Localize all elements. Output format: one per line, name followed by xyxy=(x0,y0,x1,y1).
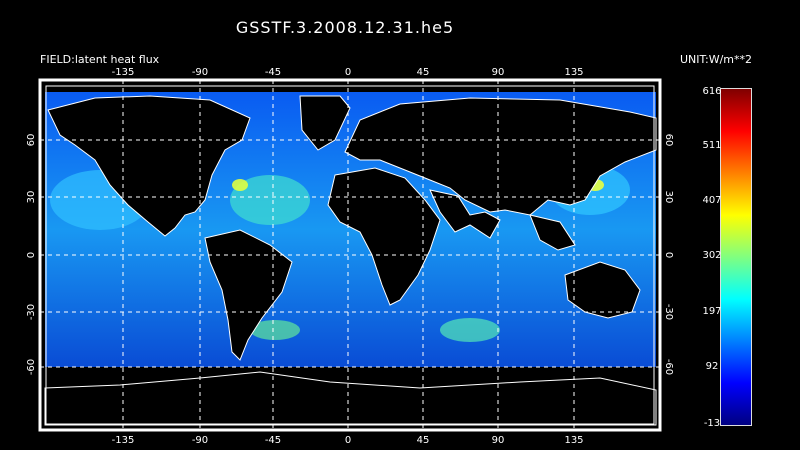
unit-label: UNIT:W/m**2 xyxy=(679,53,752,66)
south-america xyxy=(204,229,293,361)
map-inner-border xyxy=(45,85,655,425)
lon-ticks-top: -135 -90 -45 0 45 90 135 xyxy=(112,67,584,78)
lon-tick-bottom: 90 xyxy=(492,435,505,446)
lon-tick-bottom: -135 xyxy=(112,435,135,446)
lon-tick-bottom: -45 xyxy=(265,435,281,446)
warm-patch-south-atlantic xyxy=(250,320,300,340)
continents xyxy=(44,95,657,426)
lon-tick-bottom: -90 xyxy=(192,435,208,446)
lat-tick-left: 0 xyxy=(26,252,37,258)
map-border xyxy=(38,78,662,432)
lon-tick-top: 45 xyxy=(417,67,430,78)
africa xyxy=(327,167,441,306)
colorbar-label: 302 xyxy=(702,250,722,261)
field-label: FIELD:latent heat flux xyxy=(40,53,160,66)
colorbar-label: 197 xyxy=(702,306,722,317)
lon-ticks-bottom: -135 -90 -45 0 45 90 135 xyxy=(112,435,584,446)
lat-tick-right: -60 xyxy=(663,359,674,375)
lat-tick-left: -30 xyxy=(26,304,37,320)
lat-tick-right: 60 xyxy=(663,134,674,147)
lat-ticks-left: 60 30 0 -30 -60 xyxy=(26,134,37,376)
lat-ticks-right: 60 30 0 -30 -60 xyxy=(663,134,674,376)
lon-tick-top: -135 xyxy=(112,67,135,78)
colorbar-label: 511 xyxy=(702,140,722,151)
lon-tick-top: -45 xyxy=(265,67,281,78)
europe-asia xyxy=(344,97,657,216)
graticule xyxy=(40,80,660,430)
colorbar-label: 407 xyxy=(702,195,722,206)
map-title: GSSTF.3.2008.12.31.he5 xyxy=(235,18,455,37)
colorbar-label: 92 xyxy=(705,361,719,372)
lat-tick-right: 30 xyxy=(663,191,674,204)
warm-patch-southern-indian xyxy=(440,318,500,342)
lat-tick-right: -30 xyxy=(663,304,674,320)
arabia-india xyxy=(429,189,501,239)
lon-tick-top: 135 xyxy=(564,67,583,78)
antarctica xyxy=(44,371,657,426)
hot-spot-gulf-stream xyxy=(232,179,248,191)
colorbar xyxy=(720,88,752,426)
southeast-asia xyxy=(529,214,576,251)
lon-tick-bottom: 45 xyxy=(417,435,430,446)
warm-patch-atlantic xyxy=(230,175,310,225)
lat-tick-left: 60 xyxy=(26,134,37,147)
lon-tick-top: 90 xyxy=(492,67,505,78)
lon-tick-top: 0 xyxy=(345,67,351,78)
lon-tick-bottom: 135 xyxy=(564,435,583,446)
lat-tick-left: 30 xyxy=(26,191,37,204)
greenland xyxy=(299,95,351,151)
lon-tick-top: -90 xyxy=(192,67,208,78)
lat-tick-right: 0 xyxy=(663,252,674,258)
colorbar-label: -13 xyxy=(703,418,721,429)
colorbar-label: 616 xyxy=(702,86,722,97)
lon-tick-bottom: 0 xyxy=(345,435,351,446)
lat-tick-left: -60 xyxy=(26,359,37,375)
